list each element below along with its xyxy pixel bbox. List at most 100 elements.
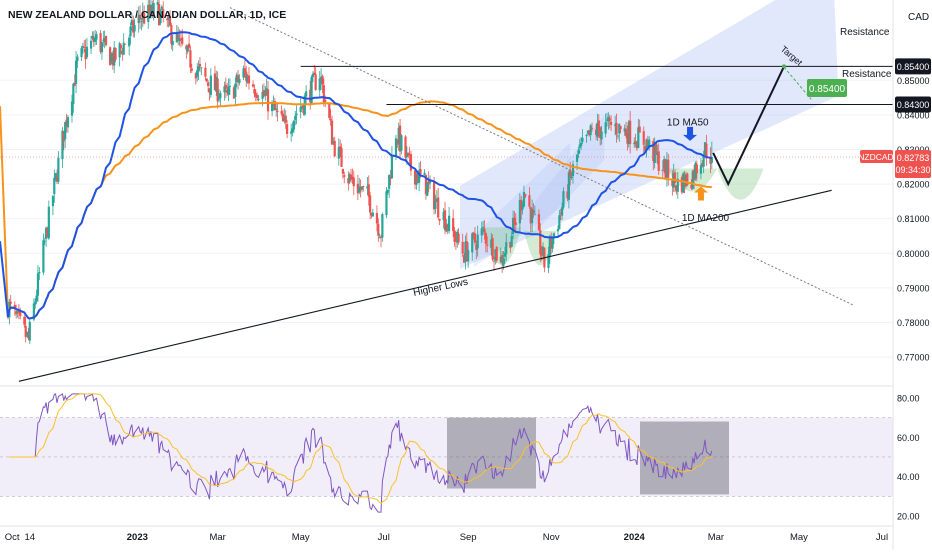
price-tick: 0.83000 bbox=[897, 145, 930, 155]
candle-body bbox=[599, 127, 602, 138]
price-axis[interactable]: 0.77000 0.78000 0.79000 0.80000 0.81000 0.820… bbox=[897, 76, 930, 522]
candle-body bbox=[94, 37, 97, 42]
candle-body bbox=[34, 301, 37, 305]
candle-body bbox=[208, 88, 211, 93]
candle-body bbox=[381, 214, 384, 238]
candle-body bbox=[83, 47, 86, 48]
target-line bbox=[783, 66, 812, 100]
candle-body bbox=[347, 178, 350, 184]
candle-body bbox=[442, 212, 445, 221]
candle-body bbox=[114, 47, 117, 60]
candle-body bbox=[552, 233, 556, 237]
candle-body bbox=[72, 83, 75, 104]
candle-body bbox=[103, 38, 106, 43]
resistance-1-label: Resistance 1 bbox=[842, 69, 900, 80]
candle-body bbox=[204, 67, 207, 77]
candle-body bbox=[511, 217, 515, 234]
candle-body bbox=[122, 42, 125, 55]
candle-body bbox=[394, 138, 398, 157]
candle-body bbox=[710, 156, 713, 163]
candle-body bbox=[571, 164, 575, 177]
candle-body bbox=[84, 48, 87, 60]
candle-body bbox=[57, 157, 60, 182]
candle-body bbox=[340, 147, 343, 167]
candle-body bbox=[171, 40, 174, 46]
candle-body bbox=[513, 217, 516, 224]
candle-body bbox=[207, 82, 210, 86]
price-tick: 0.79000 bbox=[897, 283, 930, 293]
candle-body bbox=[495, 246, 498, 261]
candle-body bbox=[558, 215, 561, 230]
candle-body bbox=[148, 5, 151, 14]
candle-body bbox=[461, 241, 464, 254]
candle-body bbox=[70, 101, 74, 116]
candle-body bbox=[138, 14, 142, 20]
candle-body bbox=[151, 6, 154, 16]
candle-body bbox=[457, 233, 460, 243]
candle-body bbox=[9, 301, 12, 304]
candle-body bbox=[129, 26, 132, 37]
candle-body bbox=[624, 128, 628, 136]
candle-body bbox=[137, 14, 140, 24]
ascending-channel bbox=[460, 0, 839, 269]
candle-body bbox=[238, 78, 241, 84]
candle-body bbox=[110, 54, 113, 63]
candle-body bbox=[405, 152, 408, 157]
candle-body bbox=[490, 239, 493, 248]
candle-body bbox=[447, 215, 451, 232]
candle-body bbox=[389, 176, 392, 179]
candle-body bbox=[62, 130, 65, 142]
candle-body bbox=[397, 127, 400, 145]
candle-body bbox=[615, 122, 618, 135]
candle-body bbox=[251, 84, 255, 87]
candle-body bbox=[100, 42, 104, 53]
candle-body bbox=[540, 253, 543, 256]
candle-body bbox=[590, 127, 594, 129]
candle-body bbox=[16, 311, 19, 313]
candle-body bbox=[261, 91, 264, 99]
candle-body bbox=[424, 174, 428, 195]
candle-body bbox=[541, 246, 545, 255]
ma200-line bbox=[0, 100, 712, 320]
candle-body bbox=[130, 19, 133, 26]
candle-body bbox=[32, 303, 35, 320]
ma50-arrow bbox=[683, 126, 698, 141]
candle-body bbox=[85, 46, 89, 58]
candle-body bbox=[166, 18, 169, 21]
candle-body bbox=[627, 121, 630, 145]
candle-body bbox=[480, 228, 483, 236]
candle-body bbox=[539, 230, 542, 254]
ma50-label: 1D MA50 bbox=[667, 117, 709, 128]
candle-body bbox=[358, 186, 361, 193]
candle-body bbox=[95, 34, 98, 40]
candle-body bbox=[486, 244, 489, 246]
candle-body bbox=[427, 179, 430, 185]
background-layer bbox=[0, 79, 893, 387]
candle-body bbox=[351, 176, 354, 181]
candle-body bbox=[529, 207, 532, 224]
candle-body bbox=[104, 35, 108, 46]
candle-body bbox=[299, 106, 302, 113]
candle-body bbox=[328, 103, 331, 118]
candle-body bbox=[234, 83, 237, 97]
candle-body bbox=[309, 89, 312, 103]
time-tick: 2024 bbox=[624, 532, 646, 543]
candle-body bbox=[521, 204, 524, 210]
candle-body bbox=[637, 127, 640, 148]
candle-body bbox=[386, 189, 389, 193]
candle-body bbox=[634, 141, 637, 144]
candle-body bbox=[653, 143, 656, 163]
candle-body bbox=[109, 47, 112, 66]
candle-body bbox=[321, 75, 324, 85]
candle-body bbox=[141, 11, 144, 20]
candle-body bbox=[675, 185, 678, 191]
candle-body bbox=[642, 131, 645, 145]
candle-body bbox=[280, 110, 283, 115]
candle-body bbox=[265, 88, 268, 96]
time-axis[interactable]: Oct 14 2023 Mar May Jul Sep Nov 2024 Mar May Jul bbox=[5, 532, 888, 543]
candle-body bbox=[24, 325, 27, 337]
candle-body bbox=[367, 184, 370, 197]
